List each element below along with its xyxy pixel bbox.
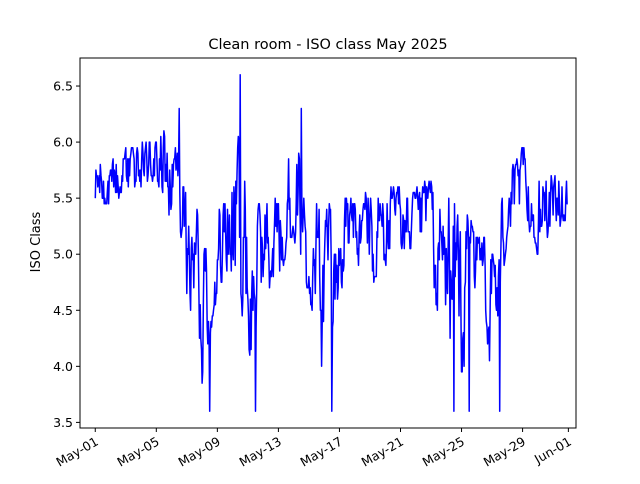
plot-lines: [94, 74, 568, 412]
y-axis-ticks: 3.5 4.0 4.5 5.0 5.5 6.0 6.5: [53, 79, 80, 430]
chart-title: Clean room - ISO class May 2025: [208, 37, 447, 53]
y-tick-label: 6.0: [53, 135, 73, 150]
y-tick-label: 5.5: [53, 191, 73, 206]
y-tick-label: 6.5: [53, 79, 73, 94]
y-tick-label: 4.5: [53, 303, 73, 318]
y-tick-label: 5.0: [53, 247, 73, 262]
y-tick-label: 4.0: [53, 359, 73, 374]
plot-frame: [79, 57, 577, 429]
y-tick-label: 3.5: [53, 415, 73, 430]
y-axis-label: ISO Class: [29, 211, 44, 272]
series-line: [94, 74, 568, 412]
